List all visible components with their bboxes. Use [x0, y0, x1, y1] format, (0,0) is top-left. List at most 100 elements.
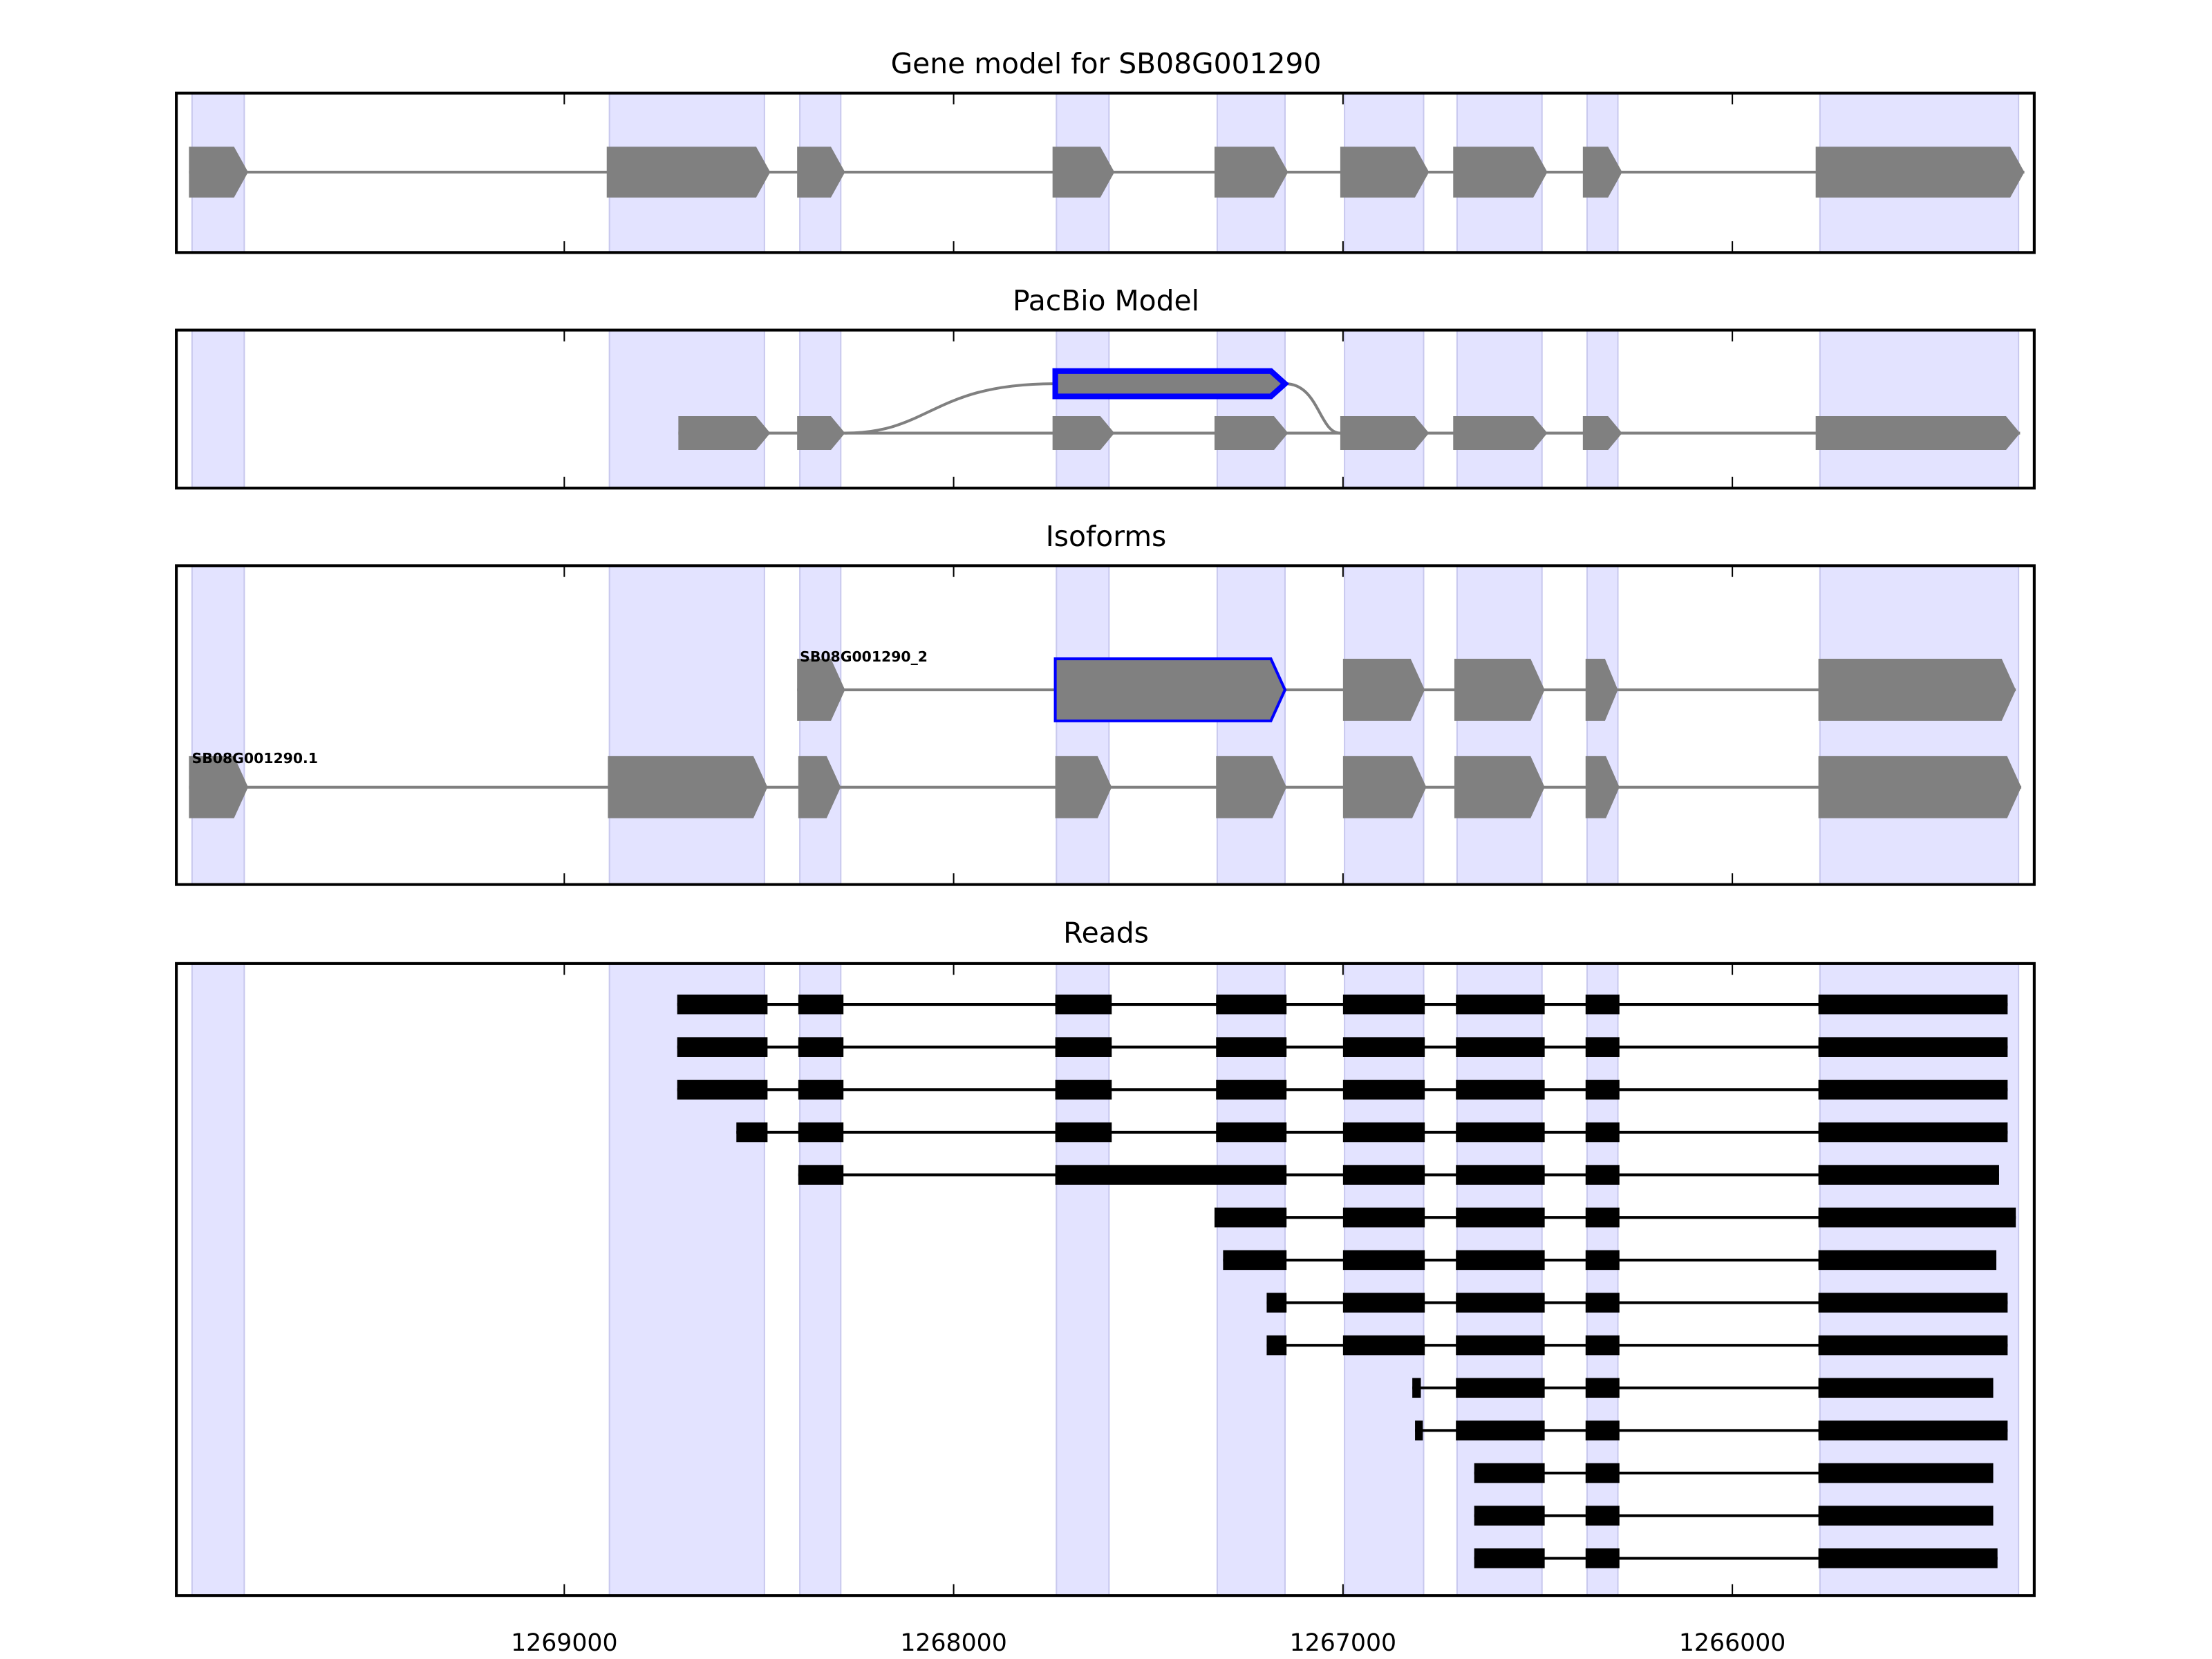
read-block — [1055, 1122, 1112, 1143]
read-block — [1055, 1165, 1287, 1185]
read-block — [1585, 1165, 1620, 1185]
panel-title-reads: Reads — [1063, 916, 1149, 949]
exon — [606, 147, 771, 198]
read-block — [1585, 994, 1620, 1015]
read-block — [1474, 1463, 1545, 1483]
read-block — [1585, 1080, 1620, 1100]
read-block — [1818, 1378, 1994, 1398]
read-block — [736, 1122, 768, 1143]
highlighted-exon — [1052, 368, 1290, 400]
panel-frame — [175, 564, 2036, 886]
read-block — [1456, 1421, 1545, 1441]
read-block — [1585, 1250, 1620, 1271]
read-block — [1818, 1421, 2008, 1441]
exon — [797, 659, 845, 721]
x-tick-label: 1266000 — [1679, 1629, 1786, 1657]
exon — [1052, 147, 1115, 198]
read-block — [1342, 994, 1425, 1015]
read-block — [1266, 1335, 1287, 1356]
read-block — [1585, 1293, 1620, 1313]
exon — [1340, 147, 1430, 198]
read-block — [1818, 1548, 1998, 1568]
exon-band — [608, 565, 765, 885]
exon — [1342, 659, 1425, 721]
exon — [189, 756, 248, 818]
exon — [797, 147, 845, 198]
x-tick-label: 1268000 — [900, 1629, 1007, 1657]
panel-frame — [175, 328, 2036, 490]
exon-band — [1344, 329, 1425, 489]
exon-band — [191, 962, 245, 1597]
panel-title-isoforms: Isoforms — [1046, 520, 1167, 553]
read-block — [1216, 1037, 1287, 1057]
read-block — [798, 1122, 844, 1143]
read-block — [1342, 1335, 1425, 1356]
read-block — [1055, 994, 1112, 1015]
exon — [1214, 416, 1288, 451]
read-block — [1456, 1122, 1545, 1143]
read-block — [1585, 1037, 1620, 1057]
exon-band — [608, 962, 765, 1597]
read-block — [1456, 1165, 1545, 1185]
read-block — [1818, 994, 2008, 1015]
isoform-label-1: SB08G001290.1 — [192, 750, 318, 767]
exon-band — [1056, 565, 1110, 885]
read-block — [798, 1080, 844, 1100]
splice-curve — [845, 382, 1056, 435]
read-block — [1412, 1378, 1421, 1398]
exon-band — [1344, 962, 1425, 1597]
exon-band — [1456, 962, 1543, 1597]
panel-frame — [175, 962, 2036, 1597]
highlighted-exon — [1053, 657, 1287, 722]
exon-band — [1819, 565, 2020, 885]
read-block — [1585, 1548, 1620, 1568]
read-block — [677, 994, 768, 1015]
read-block — [1818, 1165, 1999, 1185]
exon — [1342, 756, 1427, 818]
read-block — [1585, 1122, 1620, 1143]
read-block — [1342, 1250, 1425, 1271]
exon-band — [1216, 565, 1286, 885]
read-block — [1818, 1037, 2008, 1057]
exon — [608, 756, 768, 818]
splice-curve — [1284, 382, 1341, 435]
exon — [1453, 416, 1548, 451]
exon — [1454, 659, 1545, 721]
exon-band — [1344, 565, 1425, 885]
isoform-label-2: SB08G001290_2 — [800, 648, 928, 665]
exon — [1214, 147, 1288, 198]
exon-band — [1819, 329, 2020, 489]
exon-band — [1586, 565, 1619, 885]
exon-band — [191, 329, 245, 489]
exon-band — [1586, 329, 1619, 489]
exon — [1453, 147, 1548, 198]
read-block — [1474, 1506, 1545, 1526]
exon — [1815, 147, 2025, 198]
exon — [189, 147, 248, 198]
exon — [797, 416, 845, 451]
read-block — [798, 1165, 844, 1185]
read-block — [1818, 1207, 2016, 1228]
read-block — [1223, 1250, 1287, 1271]
panel-frame — [175, 91, 2036, 254]
exon-band — [1586, 962, 1619, 1597]
exon — [1216, 756, 1287, 818]
read-block — [1456, 1037, 1545, 1057]
exon — [1582, 147, 1622, 198]
read-block — [1585, 1506, 1620, 1526]
exon — [798, 756, 841, 818]
exon-band — [1819, 962, 2020, 1597]
exon — [1585, 659, 1618, 721]
read-block — [1818, 1506, 1994, 1526]
read-block — [1342, 1165, 1425, 1185]
read-block — [1456, 1378, 1545, 1398]
exon — [1582, 416, 1622, 451]
read-block — [1415, 1421, 1423, 1441]
read-block — [1456, 1080, 1545, 1100]
read-block — [1818, 1463, 1994, 1483]
read-block — [1342, 1122, 1425, 1143]
read-block — [1456, 1335, 1545, 1356]
read-block — [1055, 1037, 1112, 1057]
read-block — [1342, 1293, 1425, 1313]
